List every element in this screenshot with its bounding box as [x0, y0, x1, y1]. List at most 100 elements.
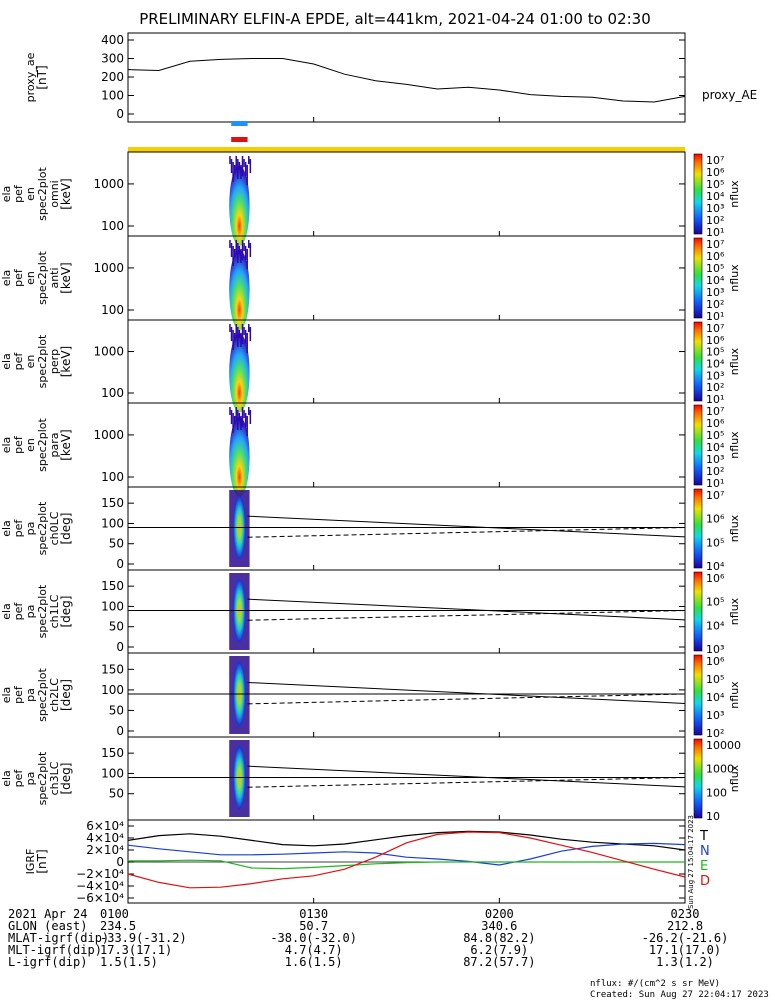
- colorbar-label: nflux: [728, 347, 741, 375]
- y-axis-label: para: [48, 433, 61, 458]
- panel-frame: [127, 32, 686, 123]
- colorbar-tick-label: 10⁴: [706, 441, 725, 454]
- spectrogram-speckle: [237, 159, 239, 179]
- panel-frame: [127, 402, 686, 488]
- colorbar-tick-label: 10³: [706, 202, 724, 215]
- created-stamp: Created: Sun Aug 27 22:04:17 2023: [590, 990, 769, 1000]
- anti-loss-cone-line: [247, 777, 686, 788]
- y-axis-label: pef: [12, 685, 25, 704]
- y-tick-label: 150: [101, 496, 124, 510]
- spectrogram-speckle: [246, 165, 248, 185]
- colorbar-label: nflux: [728, 681, 741, 709]
- anti-loss-cone-line: [247, 610, 686, 621]
- colorbar-tick-label: 10⁵: [706, 673, 724, 686]
- spectrogram-speckle: [232, 246, 234, 266]
- y-tick-label: 100: [101, 219, 124, 233]
- loss-cone-line: [247, 681, 686, 704]
- colorbar-tick-label: 10⁵: [706, 429, 724, 442]
- colorbar-tick-label: 10⁷: [706, 238, 724, 251]
- panel-proxy-ae: 400 300 200 100 0 proxy_ae[nT] proxy_AE: [24, 32, 757, 123]
- anti-loss-cone-line: [247, 693, 686, 705]
- y-axis-label: pa: [24, 772, 37, 786]
- colorbar-tick-label: 10³: [706, 369, 724, 382]
- spectrogram-speckle: [241, 156, 244, 176]
- panel-pa-ch3: 150 100 50 ela pef pa spec2plot ch3LC[deg] 10000…: [0, 736, 741, 823]
- spectrogram-speckle: [248, 156, 250, 164]
- spectrogram-speckle: [229, 407, 231, 415]
- y-axis-label: IGRF: [24, 849, 37, 875]
- y-tick-label: 100: [101, 599, 124, 613]
- ephemeris-value: 0230: [671, 907, 700, 921]
- y-axis-label: ela: [0, 770, 13, 787]
- y-axis-label: [nT]: [35, 849, 49, 873]
- colorbar-tick-label: 10²: [706, 214, 724, 227]
- y-axis-label: pef: [12, 602, 25, 621]
- spectrogram-speckle: [241, 407, 244, 427]
- spectrogram-speckle: [248, 240, 250, 248]
- colorbar-tick-label: 10⁷: [706, 405, 724, 418]
- panel-frame: [127, 569, 686, 654]
- ephemeris-value: 17.1(17.0): [649, 943, 721, 957]
- colorbar-tick-label: 10⁵: [706, 536, 724, 549]
- panel-frame: [127, 736, 686, 821]
- colorbar-tick-label: 10⁴: [706, 274, 725, 287]
- y-axis-label: spec2plot: [36, 584, 49, 638]
- spectrogram-speckle: [240, 165, 242, 179]
- panel-frame: [127, 235, 686, 321]
- ephemeris-value: 0100: [100, 907, 129, 921]
- colorbar-tick-label: 10³: [706, 643, 724, 656]
- ephemeris-value: 1.5(1.5): [100, 955, 158, 969]
- spectrogram-speckle: [248, 407, 250, 415]
- spectrogram-speckle: [248, 324, 250, 332]
- ephemeris-row-label: MLAT-igrf(dip): [8, 931, 109, 945]
- y-axis-label: spec2plot: [36, 167, 49, 221]
- spectrogram-speckle: [244, 162, 247, 176]
- y-axis-label: perp: [48, 349, 61, 374]
- spectrogram-speckle: [232, 330, 234, 350]
- y-tick-label: 300: [101, 52, 124, 66]
- spectrogram-speckle: [240, 249, 242, 263]
- y-axis-label: spec2plot: [36, 501, 49, 555]
- colorbar-tick-label: 10²: [706, 381, 724, 394]
- colorbar-tick-label: 10⁶: [706, 334, 725, 347]
- colorbar-tick-label: 10: [706, 810, 720, 823]
- colorbar-tick-label: 10⁷: [706, 489, 724, 502]
- colorbar-tick-label: 10⁶: [706, 417, 725, 430]
- ephemeris-row-label: MLT-igrf(dip): [8, 943, 102, 957]
- spectrogram-speckle: [230, 410, 233, 424]
- spectrogram-speckle: [238, 413, 241, 421]
- colorbar-tick-label: 10²: [706, 465, 724, 478]
- y-tick-label: 0: [116, 640, 124, 654]
- trace-label: proxy_AE: [702, 88, 757, 102]
- panel-pa-ch2: 150 100 50 0 ela pef pa spec2plot ch2LC[deg] 10⁶ 1…: [0, 652, 741, 740]
- igrf-trace-N: [127, 842, 686, 866]
- y-tick-label: 150: [101, 746, 124, 760]
- igrf-trace-D: [127, 831, 686, 889]
- spectrogram-speckle: [241, 240, 244, 260]
- y-axis-label: ela: [0, 186, 13, 203]
- y-tick-label: 4×10⁴: [86, 831, 124, 845]
- spectrogram-speckle: [233, 249, 236, 257]
- spectrogram-blob: [229, 333, 250, 413]
- ephemeris-row-label: GLON (east): [8, 919, 87, 933]
- colorbar-tick-label: 10⁷: [706, 322, 724, 335]
- y-tick-label: 100: [101, 516, 124, 530]
- spectrogram-blob: [229, 417, 250, 497]
- colorbar-tick-label: 10⁵: [706, 178, 724, 191]
- y-tick-label: 0: [116, 557, 124, 571]
- anti-loss-cone-line: [247, 527, 686, 538]
- ephemeris-value: 340.6: [481, 919, 517, 933]
- spectrogram-speckle: [243, 243, 245, 251]
- y-axis-label: [keV]: [59, 429, 73, 460]
- colorbar-tick-label: 10⁶: [706, 513, 725, 526]
- units-note: nflux: #/(cm^2 s sr MeV): [590, 979, 720, 989]
- colorbar-tick-label: 10¹: [706, 477, 724, 490]
- colorbar-tick-label: 100: [706, 786, 727, 799]
- spectrogram-speckle: [229, 156, 231, 164]
- legend-E: E: [700, 859, 708, 874]
- colorbar-tick-label: 1000: [706, 763, 734, 776]
- colorbar-tick-label: 10³: [706, 709, 724, 722]
- y-tick-label: 150: [101, 662, 124, 676]
- panel-frame: [127, 151, 686, 237]
